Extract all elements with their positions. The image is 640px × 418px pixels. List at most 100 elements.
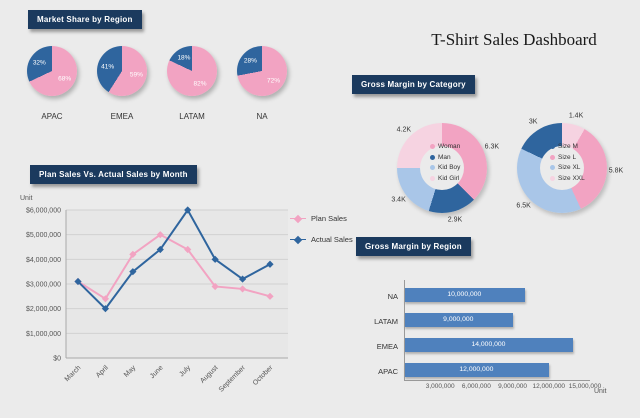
legend-swatch [550, 154, 555, 160]
bar-value-label: 10,000,000 [447, 291, 482, 298]
legend-item-kid-boy: Kid Boy [430, 164, 460, 171]
bar-category-label: LATAM [374, 316, 398, 326]
series-line-plan-sales [77, 233, 271, 301]
line-chart: $0 $1,000,000 $2,000,000 $3,000,000 $4,000,0… [8, 188, 344, 413]
bar-chart: NA 10,000,000 LATAM 9,000,000 EMEA 14,000,000… [358, 266, 638, 416]
bar-emea: 14,000,000 [404, 338, 573, 352]
y-tick-label: $6,000,000 [26, 208, 61, 215]
legend-label: Size M [558, 143, 578, 150]
pie-slice-label: 32% [32, 59, 46, 67]
section-header-market-share: Market Share by Region [28, 10, 142, 29]
y-tick-label: $2,000,000 [26, 306, 61, 313]
x-tick-label: June [149, 364, 165, 380]
section-header-margin-category: Gross Margin by Category [352, 75, 475, 94]
pie-chart-latam: 82% 18% [167, 46, 217, 96]
pie-slice-label: 59% [129, 71, 143, 79]
donut-value-label: 6.5K [516, 202, 531, 210]
marker-actual-sales [74, 277, 82, 286]
donut-value-label: 6.3K [484, 143, 500, 151]
x-tick-label: 3,000,000 [425, 383, 455, 390]
pie-category-label: EMEA [110, 112, 134, 121]
y-tick-label: $0 [53, 356, 61, 363]
pie-slice-label: 41% [101, 63, 115, 71]
pie-row: 68% 32% APAC 59% 41% EMEA 82% 18% LATAM 72% 28% NA [24, 46, 290, 121]
marker-plan-sales [156, 231, 164, 239]
x-tick-label: May [123, 364, 138, 379]
bar-value-label: 9,000,000 [443, 316, 474, 323]
legend-label: Kid Girl [438, 174, 460, 182]
legend-label: Size XL [558, 164, 581, 171]
pie-chart-na: 72% 28% [237, 46, 287, 96]
series-line-actual-sales [77, 208, 271, 311]
legend-label: Kid Boy [438, 164, 461, 171]
donut-legend: Size M Size L Size XL Size XXL [550, 143, 585, 185]
x-axis-line [404, 380, 590, 381]
bar-na: 10,000,000 [404, 288, 525, 302]
pie-slice-label: 72% [267, 77, 281, 85]
legend-marker-diamond [293, 214, 303, 223]
legend-item-size-l: Size L [550, 154, 585, 161]
legend-label: Man [438, 153, 451, 161]
x-tick-label: April [95, 364, 110, 379]
pie-chart-emea: 59% 41% [97, 46, 147, 96]
donut-group-category-b: 1.4K 5.8K 6.5K 3K Size M Size L Size XL Size XX… [510, 112, 623, 220]
donut-hole [540, 146, 584, 190]
y-tick-label: $4,000,000 [26, 257, 61, 264]
x-tick-label: 15,000,000 [568, 383, 602, 390]
pie-slice-label: 68% [58, 75, 72, 83]
x-tick-label: March [64, 364, 83, 383]
y-tick-label: $3,000,000 [26, 282, 61, 289]
legend-swatch [550, 175, 555, 181]
donut-chart [397, 123, 487, 213]
pie-slice-label: 82% [193, 80, 207, 88]
legend-item-plan-sales: Plan Sales [290, 214, 353, 223]
x-tick-label: September [218, 364, 248, 394]
pie-slice-label: 28% [243, 57, 257, 65]
legend-swatch [430, 165, 435, 170]
x-tick-label: 12,000,000 [532, 383, 566, 390]
donut-legend: Woman Man Kid Boy Kid Girl [430, 143, 460, 185]
x-tick-label: 6,000,000 [461, 383, 491, 390]
legend-swatch [430, 144, 435, 149]
legend-item-size-xl: Size XL [550, 164, 585, 171]
pie-group-latam: 82% 18% LATAM [164, 46, 220, 121]
x-tick-label: 9,000,000 [498, 383, 528, 390]
pie-group-na: 72% 28% NA [234, 46, 290, 121]
legend-swatch [430, 154, 435, 160]
x-tick-label: October [252, 364, 275, 387]
donut-value-label: 3.4K [391, 196, 406, 204]
donut-value-label: 1.4K [568, 112, 584, 120]
bar-value-label: 14,000,000 [471, 341, 506, 348]
marker-actual-sales [184, 206, 192, 214]
legend-item-man: Man [430, 154, 460, 161]
legend-item-woman: Woman [430, 143, 460, 150]
legend-item-size-xxl: Size XXL [550, 175, 585, 182]
legend-swatch [550, 144, 555, 149]
pie-group-emea: 59% 41% EMEA [94, 46, 150, 121]
donut-hole [420, 146, 464, 190]
legend-marker [290, 235, 306, 244]
bar-category-label: NA [387, 291, 398, 301]
donut-value-label: 5.8K [608, 167, 624, 175]
bar-category-label: EMEA [376, 341, 398, 351]
pie-chart-apac: 68% 32% [27, 46, 77, 96]
legend-item-kid-girl: Kid Girl [430, 175, 460, 182]
line-chart-svg: $0 $1,000,000 $2,000,000 $3,000,000 $4,000,0… [20, 195, 288, 394]
legend-label: Size XXL [558, 174, 585, 182]
section-header-margin-region: Gross Margin by Region [356, 237, 471, 256]
section-header-plan-vs-actual: Plan Sales Vs. Actual Sales by Month [30, 165, 197, 184]
y-tick-label: $5,000,000 [26, 232, 61, 239]
legend-label: Size L [558, 153, 577, 161]
bar-latam: 9,000,000 [404, 313, 513, 327]
x-tick-label: August [199, 364, 219, 384]
marker-actual-sales [266, 260, 274, 268]
y-tick-label: $1,000,000 [26, 331, 61, 338]
legend-swatch [550, 165, 555, 170]
y-axis-line [404, 280, 405, 380]
donut-chart [517, 123, 607, 213]
legend-marker-diamond [293, 235, 303, 244]
unit-label: Unit [594, 388, 607, 395]
donut-value-label: 2.9K [447, 216, 463, 224]
legend-swatch [430, 175, 435, 181]
